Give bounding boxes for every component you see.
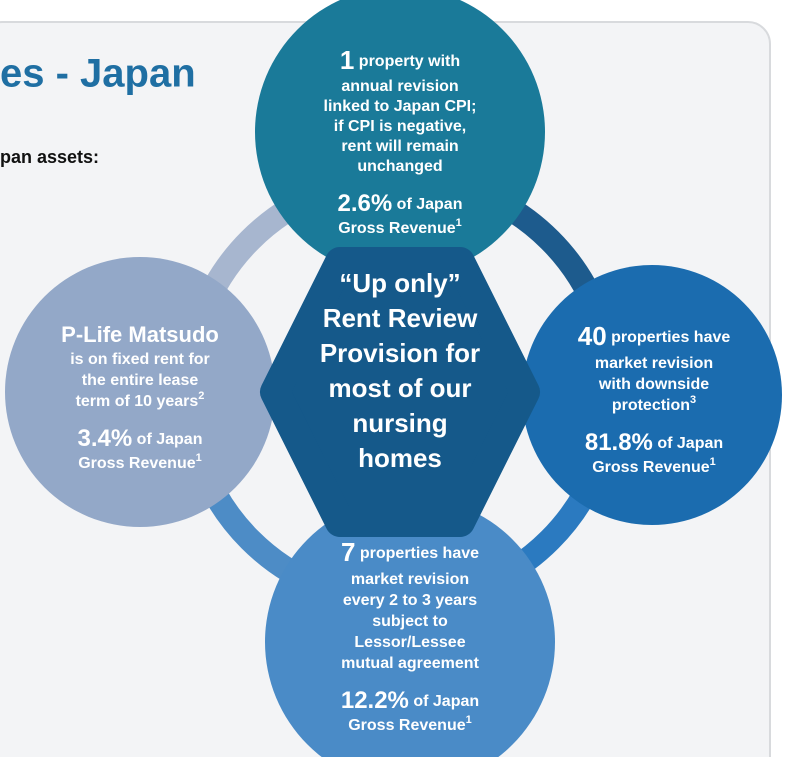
texts: “Up only” Rent Review Provision for most of… [61, 45, 730, 734]
circle-bottom [265, 497, 555, 757]
text-part: annual revision [341, 78, 458, 95]
title: es - Japan [0, 52, 196, 96]
text-part: every 2 to 3 years [343, 592, 477, 609]
text-part: term of 10 years [76, 393, 199, 410]
text-part: Lessor/Lessee [354, 634, 465, 651]
text-part: if CPI is negative, [334, 118, 466, 135]
text-line: 12.2% of Japan [341, 687, 479, 714]
circle-top [255, 0, 545, 277]
text-part: Rent Review [323, 303, 478, 333]
text-part: of Japan [409, 693, 479, 710]
text-line: if CPI is negative, [334, 118, 466, 135]
text-part: with downside [598, 376, 709, 393]
text-part: the entire lease [82, 372, 199, 389]
text-part: homes [358, 443, 442, 473]
text-part: P-Life Matsudo [61, 322, 219, 347]
superscript: 1 [710, 456, 716, 468]
text-part: 2.6% [338, 190, 393, 217]
superscript: 1 [196, 452, 202, 464]
text-line: most of our [329, 373, 472, 403]
text-line: 2.6% of Japan [338, 190, 463, 217]
text-part: linked to Japan CPI; [324, 98, 477, 115]
subtitle: pan assets: [0, 147, 99, 167]
text-line: Gross Revenue1 [592, 456, 716, 476]
text-part: Gross Revenue [348, 717, 465, 734]
text-line: nursing [352, 408, 447, 438]
text-line: market revision [595, 355, 713, 372]
superscript: 3 [690, 394, 696, 406]
text-part: 81.8% [585, 429, 653, 456]
text-line: mutual agreement [341, 655, 479, 672]
text-line: the entire lease [82, 372, 199, 389]
text-line: 81.8% of Japan [585, 429, 723, 456]
text-part: 1 [340, 45, 354, 75]
text-line: market revision [351, 571, 469, 588]
text-part: market revision [351, 571, 469, 588]
text-part: subject to [372, 613, 448, 630]
text-part: nursing [352, 408, 447, 438]
text-part: unchanged [357, 158, 442, 175]
text-line: Lessor/Lessee [354, 634, 465, 651]
text-part: properties have [355, 545, 479, 562]
text-part: Gross Revenue [592, 459, 709, 476]
text-line: is on fixed rent for [70, 351, 210, 368]
text-line: rent will remain [341, 138, 458, 155]
text-line: “Up only” [339, 268, 460, 298]
text-part: Gross Revenue [78, 455, 195, 472]
text-part: market revision [595, 355, 713, 372]
text-line: unchanged [357, 158, 442, 175]
text-part: 7 [341, 537, 355, 567]
superscript: 1 [456, 217, 462, 229]
text-part: of Japan [392, 196, 462, 213]
circle-right [522, 265, 782, 525]
text-line: 1 property with [340, 45, 460, 75]
text-part: Provision for [320, 338, 480, 368]
text-line: with downside [598, 376, 709, 393]
text-part: 12.2% [341, 687, 409, 714]
text-part: of Japan [132, 431, 202, 448]
text-line: homes [358, 443, 442, 473]
text-part: mutual agreement [341, 655, 479, 672]
text-line: 7 properties have [341, 537, 479, 567]
text-part: property with [354, 53, 460, 70]
text-line: linked to Japan CPI; [324, 98, 477, 115]
text-part: properties have [607, 329, 731, 346]
text-part: most of our [329, 373, 472, 403]
text-part: 40 [578, 321, 607, 351]
text-part: Gross Revenue [338, 220, 455, 237]
text-part: rent will remain [341, 138, 458, 155]
text-part: of Japan [653, 435, 723, 452]
text-part: “Up only” [339, 268, 460, 298]
text-line: Gross Revenue1 [348, 714, 472, 734]
text-part: is on fixed rent for [70, 351, 210, 368]
text-line: 40 properties have [578, 321, 731, 351]
text-part: protection [612, 397, 690, 414]
center-shape [260, 247, 540, 537]
text-line: Rent Review [323, 303, 478, 333]
text-line: annual revision [341, 78, 458, 95]
text-part: 3.4% [78, 425, 133, 452]
text-line: Gross Revenue1 [338, 217, 462, 237]
text-line: 3.4% of Japan [78, 425, 203, 452]
circle-left [5, 257, 275, 527]
superscript: 1 [466, 714, 472, 726]
text-line: Gross Revenue1 [78, 452, 202, 472]
text-line: Provision for [320, 338, 480, 368]
text-line: P-Life Matsudo [61, 322, 219, 347]
text-line: every 2 to 3 years [343, 592, 477, 609]
text-line: term of 10 years2 [76, 390, 205, 410]
text-line: protection3 [612, 394, 696, 414]
text-line: subject to [372, 613, 448, 630]
superscript: 2 [198, 390, 204, 402]
